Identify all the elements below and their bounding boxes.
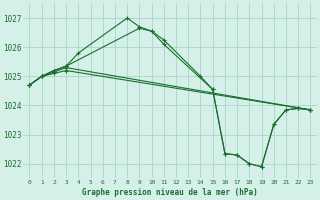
X-axis label: Graphe pression niveau de la mer (hPa): Graphe pression niveau de la mer (hPa) [82, 188, 258, 197]
